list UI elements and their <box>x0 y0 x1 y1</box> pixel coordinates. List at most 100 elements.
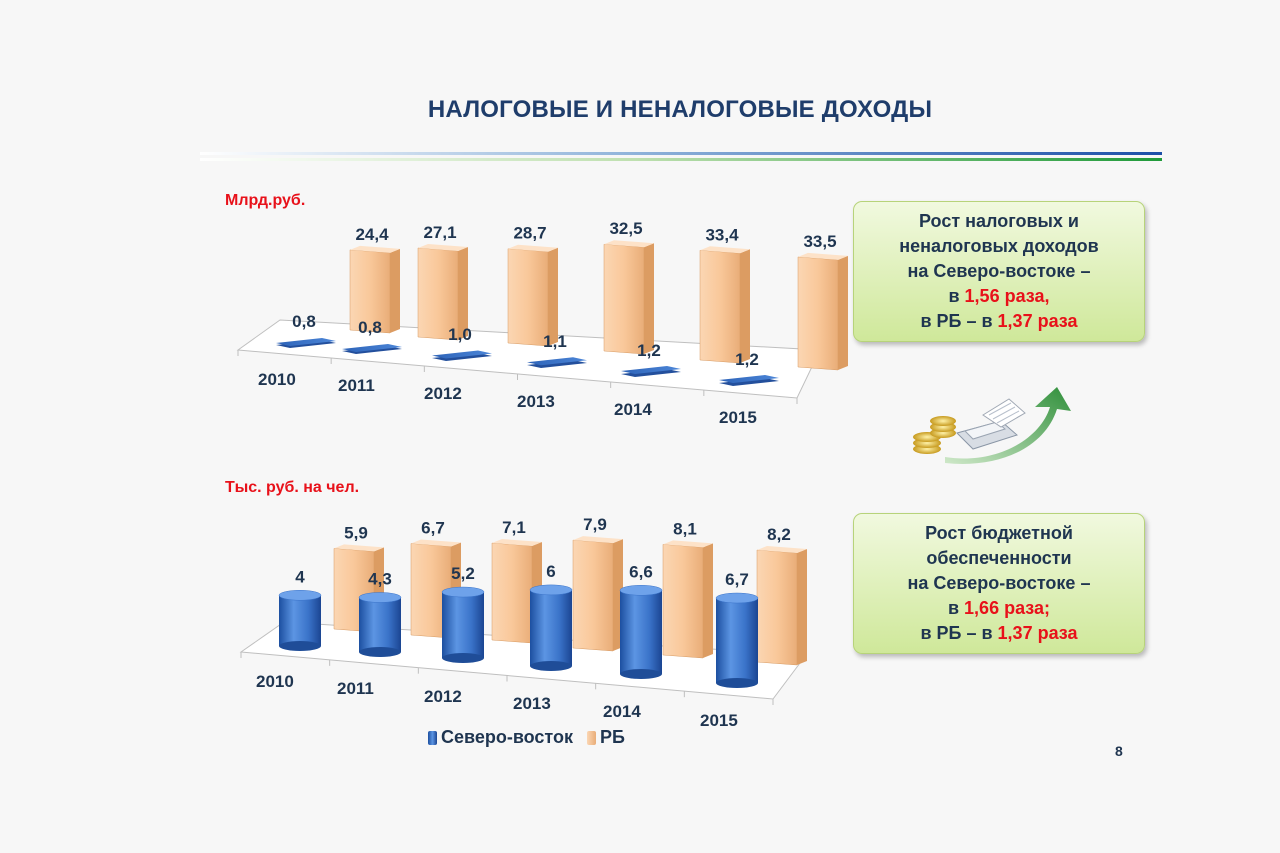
data-label-north-east: 6,7 <box>725 570 749 589</box>
callout-budget-provision: Рост бюджетной обеспеченности на Северо-во… <box>853 513 1145 654</box>
bar-north-east-2010 <box>278 590 322 651</box>
data-label-north-east: 6,6 <box>629 562 653 581</box>
x-tick-label: 2011 <box>338 376 375 395</box>
data-label-rb: 32,5 <box>609 219 642 238</box>
callout-line: обеспеченности <box>854 546 1144 571</box>
data-label-rb: 5,9 <box>344 523 368 542</box>
callout-highlight: 1,37 раза <box>997 311 1078 331</box>
callout-line: неналоговых доходов <box>854 234 1144 259</box>
bar-north-east-2014 <box>619 585 663 679</box>
bar-north-east-2015 <box>719 375 779 386</box>
bar-north-east-2012 <box>432 350 492 361</box>
data-label-north-east: 1,1 <box>543 332 567 351</box>
chart2-plot: 5,9 6,7 7,1 7,9 8,1 8,2 4 2010 4,3 2011 5,2 2012 6 20… <box>239 515 807 730</box>
callout-line: в 1,56 раза, <box>854 284 1144 309</box>
x-tick-label: 2013 <box>513 694 551 713</box>
callout-highlight: 1,66 раза; <box>964 598 1051 618</box>
bar-north-east-2012 <box>441 586 485 663</box>
x-tick-label: 2013 <box>517 392 555 411</box>
bar-north-east-2013 <box>527 357 587 368</box>
legend-label-north-east: Северо-восток <box>441 727 574 747</box>
callout-text: в РБ – в <box>920 623 998 643</box>
callout-text: обеспеченности <box>926 548 1072 568</box>
page-number: 8 <box>1115 743 1123 759</box>
data-label-rb: 8,1 <box>673 519 697 538</box>
data-label-north-east: 5,2 <box>451 564 475 583</box>
x-tick-label: 2011 <box>337 679 374 698</box>
x-tick-label: 2012 <box>424 384 462 403</box>
slide-title: НАЛОГОВЫЕ И НЕНАЛОГОВЫЕ ДОХОДЫ <box>427 96 933 123</box>
x-tick-label: 2014 <box>614 400 652 419</box>
legend-swatch-rb <box>587 730 597 745</box>
x-tick-label: 2015 <box>719 408 757 427</box>
callout-text: Рост бюджетной <box>925 523 1073 543</box>
x-tick-label: 2015 <box>700 711 738 730</box>
data-label-north-east: 4 <box>295 567 305 586</box>
chart1-unit-label: Млрд.руб. <box>225 192 306 209</box>
callout-text: неналоговых доходов <box>899 236 1099 256</box>
bar-rb-2011 <box>410 539 461 639</box>
bar-rb-2010 <box>349 245 400 334</box>
callout-line: Рост бюджетной <box>854 521 1144 546</box>
bar-rb-2014 <box>699 246 750 364</box>
data-label-north-east: 4,3 <box>368 569 392 588</box>
x-tick-label: 2012 <box>424 687 462 706</box>
bar-rb-2013 <box>603 240 654 355</box>
bar-rb-2012 <box>507 244 558 347</box>
bar-rb-2015 <box>797 252 848 371</box>
data-label-rb: 28,7 <box>513 224 546 243</box>
data-label-north-east: 1,0 <box>448 325 472 344</box>
callout-text: в РБ – в <box>920 311 998 331</box>
legend-rb: РБ <box>587 727 625 748</box>
callout-text: Рост налоговых и <box>919 211 1079 231</box>
data-label-rb: 7,1 <box>502 518 526 537</box>
x-tick-label: 2010 <box>256 672 294 691</box>
data-label-north-east: 0,8 <box>358 318 382 337</box>
callout-highlight: 1,56 раза, <box>964 286 1050 306</box>
legend-swatch-north-east <box>428 730 437 745</box>
chart-legend: Северо-восток РБ <box>428 727 633 748</box>
callout-line: Рост налоговых и <box>854 209 1144 234</box>
callout-tax-revenue: Рост налоговых и неналоговых доходов на Се… <box>853 201 1145 342</box>
callout-line: в 1,66 раза; <box>854 596 1144 621</box>
bar-north-east-2013 <box>529 584 573 671</box>
data-label-north-east: 1,2 <box>637 341 661 360</box>
legend-label-rb: РБ <box>600 727 625 747</box>
x-tick-label: 2010 <box>258 370 296 389</box>
bar-rb-2013 <box>572 536 623 652</box>
bar-rb-2015 <box>756 546 807 666</box>
bar-rb-2014 <box>662 540 713 659</box>
bar-rb-2011 <box>417 243 468 341</box>
chart2-unit-label: Тыс. руб. на чел. <box>225 479 360 496</box>
data-label-rb: 24,4 <box>355 225 389 244</box>
legend-north-east: Северо-восток <box>428 727 573 748</box>
bar-north-east-2010 <box>276 338 336 348</box>
bar-north-east-2015 <box>715 592 759 688</box>
title-divider <box>200 152 1162 161</box>
data-label-rb: 7,9 <box>583 515 607 534</box>
callout-text: в <box>948 286 965 306</box>
data-label-rb: 33,4 <box>705 225 739 244</box>
data-label-rb: 27,1 <box>423 223 456 242</box>
callout-line: в РБ – в 1,37 раза <box>854 309 1144 334</box>
data-label-rb: 6,7 <box>421 518 445 537</box>
callout-line: на Северо-востоке – <box>854 259 1144 284</box>
data-label-rb: 33,5 <box>803 232 836 251</box>
data-label-rb: 8,2 <box>767 525 791 544</box>
bar-north-east-2014 <box>621 366 681 377</box>
data-label-north-east: 1,2 <box>735 350 759 369</box>
x-tick-label: 2014 <box>603 702 641 721</box>
money-growth-icon <box>913 387 1071 464</box>
callout-text: на Северо-востоке – <box>907 261 1091 281</box>
callout-line: в РБ – в 1,37 раза <box>854 621 1144 646</box>
chart1-plot: 24,4 27,1 28,7 32,5 33,4 33,5 0,8 2010 0,8 2011 1,… <box>236 219 848 427</box>
bar-north-east-2011 <box>342 344 402 354</box>
callout-text: на Северо-востоке – <box>907 573 1091 593</box>
callout-highlight: 1,37 раза <box>997 623 1078 643</box>
data-label-north-east: 6 <box>546 562 555 581</box>
callout-line: на Северо-востоке – <box>854 571 1144 596</box>
callout-text: в <box>947 598 965 618</box>
data-label-north-east: 0,8 <box>292 312 316 331</box>
bar-north-east-2011 <box>358 592 402 657</box>
